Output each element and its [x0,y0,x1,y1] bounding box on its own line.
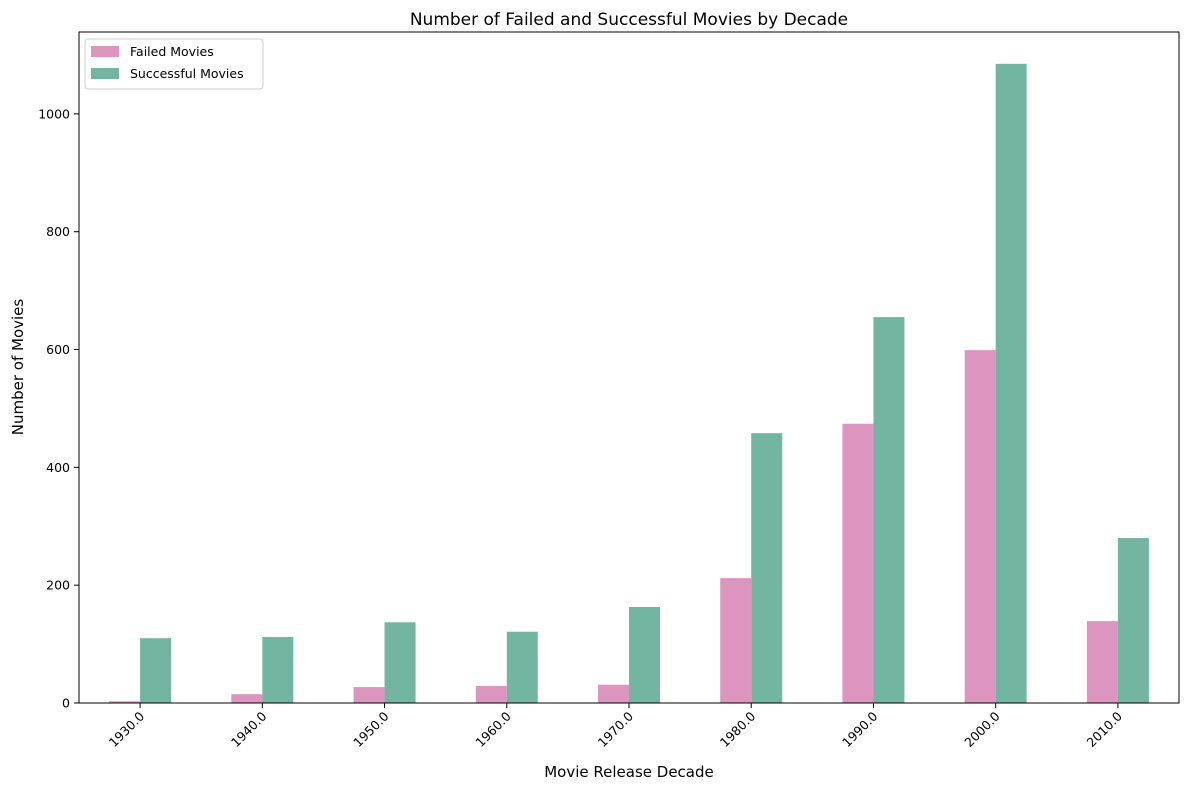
x-tick-label: 2000.0 [961,708,1003,750]
bar-failed-2010.0 [1086,621,1118,703]
legend-label-successful: Successful Movies [130,66,244,81]
bar-successful-1940.0 [262,637,294,703]
bar-successful-1990.0 [873,317,905,703]
x-axis-label: Movie Release Decade [544,763,714,781]
y-tick-label: 400 [46,460,70,475]
legend-label-failed: Failed Movies [130,44,214,59]
bar-successful-1980.0 [751,433,783,703]
bar-failed-1970.0 [598,684,629,703]
bar-failed-2000.0 [964,350,996,703]
bar-successful-2000.0 [995,63,1027,703]
x-tick-label: 1970.0 [595,708,637,750]
y-tick-label: 0 [62,696,70,711]
y-tick-label: 200 [46,578,70,593]
x-tick-label: 2010.0 [1083,708,1125,750]
y-axis-ticks: 0 200 400 600 800 1000 [38,106,79,711]
bar-successful-1930.0 [140,638,172,703]
bar-successful-1950.0 [384,622,416,703]
legend-frame [84,38,264,90]
legend-swatch-failed [91,46,119,57]
bar-successful-2010.0 [1117,538,1149,703]
x-tick-label: 1940.0 [228,708,270,750]
x-tick-label: 1980.0 [717,708,759,750]
chart-title: Number of Failed and Successful Movies b… [410,10,848,30]
y-tick-label: 800 [46,224,70,239]
bar-successful-1960.0 [506,631,538,703]
bar-failed-1980.0 [720,578,752,703]
x-axis-ticks: 1930.0 1940.0 1950.0 1960.0 1970.0 1980.0 1990… [106,703,1125,750]
legend-swatch-successful [91,68,119,79]
x-tick-label: 1990.0 [839,708,881,750]
plot-frame [78,31,1180,704]
legend: Failed Movies Successful Movies [84,38,264,90]
y-axis-label: Number of Movies [9,299,27,436]
bar-failed-1960.0 [475,685,507,703]
x-tick-label: 1950.0 [350,708,392,750]
x-tick-label: 1960.0 [472,708,514,750]
bar-failed-1950.0 [353,687,385,703]
bars-group [109,63,1149,703]
bar-successful-1970.0 [629,606,660,703]
y-tick-label: 600 [46,342,70,357]
bar-failed-1940.0 [231,694,263,703]
bar-failed-1930.0 [109,701,141,703]
y-tick-label: 1000 [38,106,70,121]
x-tick-label: 1930.0 [106,708,148,750]
bar-failed-1990.0 [842,423,874,703]
